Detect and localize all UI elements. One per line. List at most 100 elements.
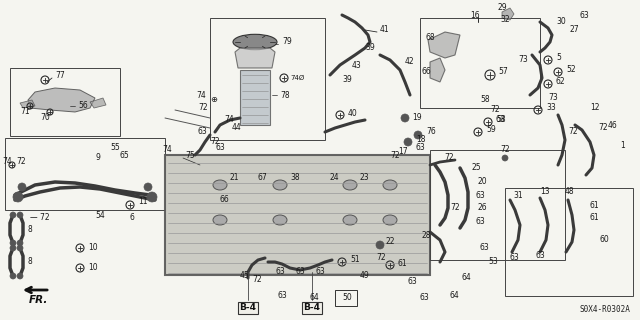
Circle shape [144,183,152,191]
Text: 72: 72 [444,154,454,163]
Text: 72: 72 [376,253,386,262]
Text: 72: 72 [500,146,509,155]
Text: FR.: FR. [28,295,48,305]
Polygon shape [165,155,430,275]
Text: 63: 63 [278,291,288,300]
Text: 74Ø: 74Ø [290,75,304,81]
Text: 63: 63 [495,116,505,124]
Text: 64: 64 [450,291,460,300]
Text: 63: 63 [408,277,418,286]
Circle shape [17,245,23,251]
Text: 55: 55 [110,143,120,153]
Ellipse shape [213,215,227,225]
Text: 45: 45 [240,270,250,279]
Text: 63: 63 [295,268,305,276]
Text: 39: 39 [342,76,352,84]
Text: 28: 28 [422,230,431,239]
Text: 18: 18 [416,135,426,145]
Circle shape [147,192,157,202]
Text: 33: 33 [546,103,556,113]
Text: 72: 72 [252,276,262,284]
Text: 6: 6 [130,213,135,222]
Text: 78: 78 [280,91,290,100]
Text: 48: 48 [565,188,575,196]
Text: 56: 56 [78,101,88,110]
Text: 46: 46 [608,121,618,130]
Text: ⊕: ⊕ [210,95,217,105]
Text: 22: 22 [386,237,396,246]
Text: 63: 63 [475,190,484,199]
Text: 73: 73 [518,55,528,65]
Polygon shape [235,48,275,68]
Polygon shape [28,88,95,112]
Text: 29: 29 [498,4,508,12]
Circle shape [17,273,23,279]
Text: 17: 17 [398,148,408,156]
Ellipse shape [273,180,287,190]
Text: 19: 19 [412,114,422,123]
Circle shape [404,138,412,146]
Text: 61: 61 [398,259,408,268]
Text: 72: 72 [210,138,220,147]
Ellipse shape [233,34,277,50]
Text: 11: 11 [138,197,147,206]
Text: 20: 20 [478,178,488,187]
Text: 51: 51 [350,255,360,265]
Text: 12: 12 [590,103,600,113]
Circle shape [10,240,16,246]
Text: 54: 54 [95,211,105,220]
Text: 1: 1 [620,140,625,149]
Text: 73: 73 [548,93,557,102]
Text: 72: 72 [490,106,500,115]
Text: 72: 72 [450,204,460,212]
Text: 16: 16 [470,11,479,20]
Text: 63: 63 [420,293,429,302]
Circle shape [414,131,422,139]
Text: 39: 39 [365,44,375,52]
Text: 64: 64 [310,293,320,302]
Text: 21: 21 [230,172,239,181]
Polygon shape [240,70,270,125]
Text: 49: 49 [360,270,370,279]
Text: 63: 63 [480,244,490,252]
Text: 74: 74 [2,157,12,166]
Text: 68: 68 [425,34,435,43]
Ellipse shape [343,180,357,190]
Text: 63: 63 [580,11,589,20]
Text: 63: 63 [535,251,545,260]
Text: 57: 57 [498,68,508,76]
Text: 8: 8 [27,225,32,234]
Circle shape [502,155,508,161]
Text: 41: 41 [380,26,390,35]
Bar [10,68,120,136]
Text: 42: 42 [405,58,415,67]
Text: 8: 8 [27,258,32,267]
Bar [420,18,540,108]
Text: — 72: — 72 [30,213,50,222]
Text: B-4: B-4 [239,303,257,313]
Text: 40: 40 [348,109,358,118]
Text: 75: 75 [185,150,195,159]
Bar [505,188,633,296]
Text: 27: 27 [570,26,580,35]
Circle shape [401,114,409,122]
Text: 24: 24 [330,172,340,181]
Text: 58: 58 [480,95,490,105]
Text: 26: 26 [478,204,488,212]
Text: 53: 53 [488,258,498,267]
Text: 32: 32 [500,15,509,25]
Bar [210,18,325,140]
Text: 23: 23 [360,172,370,181]
Polygon shape [430,58,445,82]
Text: 72: 72 [16,157,26,166]
Text: 67: 67 [258,172,268,181]
Text: 13: 13 [540,188,550,196]
Circle shape [10,212,16,218]
Text: 9: 9 [95,154,100,163]
Text: 31: 31 [513,190,523,199]
Ellipse shape [383,180,397,190]
Ellipse shape [343,215,357,225]
Ellipse shape [273,215,287,225]
Circle shape [13,192,23,202]
Text: 25: 25 [472,164,482,172]
